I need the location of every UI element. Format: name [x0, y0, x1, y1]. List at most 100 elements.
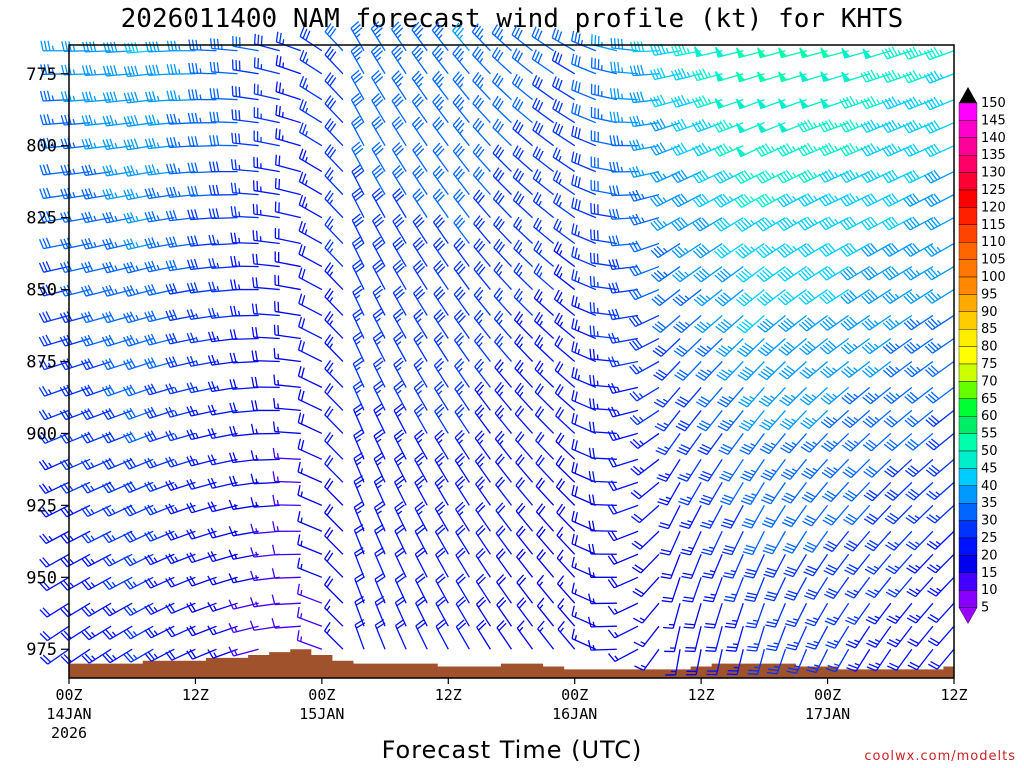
wind-barb: [454, 358, 470, 388]
barb-flag: [432, 70, 440, 80]
barb-flag: [803, 470, 813, 477]
barb-flag: [692, 174, 700, 184]
barb-half-flag: [855, 172, 860, 177]
barb-flag: [144, 285, 150, 296]
barb-flag: [536, 549, 544, 558]
barb-flag: [804, 366, 814, 375]
barb-shaft: [149, 409, 175, 419]
barb-shaft: [635, 314, 660, 328]
barb-flag: [637, 41, 641, 52]
barb-flag: [413, 331, 422, 340]
barb-flag: [324, 72, 332, 82]
barb-flag: [616, 88, 620, 99]
wind-barb: [491, 47, 512, 75]
barb-flag: [828, 316, 837, 325]
barb-flag: [776, 147, 784, 157]
wind-barb: [783, 553, 808, 578]
barb-flag: [657, 369, 668, 376]
barb-shaft: [552, 179, 576, 196]
barb-flag: [456, 335, 465, 344]
wind-barb: [165, 283, 196, 295]
barb-shaft: [571, 207, 597, 219]
barb-half-flag: [114, 215, 118, 221]
barb-flag: [234, 159, 237, 170]
barb-shaft: [514, 390, 534, 411]
barb-shaft: [455, 554, 470, 578]
barb-flag: [187, 162, 192, 173]
barb-flag: [612, 161, 617, 173]
wind-barb: [765, 625, 787, 652]
barb-flag: [818, 173, 826, 183]
barb-flag: [252, 203, 255, 215]
barb-flag: [144, 335, 150, 346]
wind-barb: [391, 116, 407, 147]
barb-shaft: [85, 314, 112, 324]
barb-flag: [629, 416, 638, 426]
barb-flag: [297, 461, 301, 473]
barb-shaft: [351, 122, 365, 147]
barb-flag: [455, 619, 465, 628]
barb-flag: [744, 366, 754, 374]
barb-flag: [740, 422, 751, 429]
barb-flag: [846, 392, 856, 401]
barb-flag: [691, 71, 698, 81]
barb-flag: [806, 267, 815, 276]
wind-barb: [275, 128, 301, 147]
barb-shaft: [571, 135, 597, 147]
barb-flag: [737, 197, 746, 207]
barb-shaft: [85, 73, 112, 77]
wind-barb: [275, 154, 301, 173]
barb-flag: [517, 172, 525, 183]
barb-flag: [498, 599, 507, 609]
barb-shaft: [635, 337, 660, 351]
wind-barb: [736, 314, 765, 334]
barb-flag: [391, 116, 401, 125]
barb-flag: [165, 578, 172, 588]
wind-barb: [755, 143, 786, 157]
barb-flag: [761, 171, 769, 181]
barb-flag: [326, 290, 334, 300]
wind-barb: [802, 504, 829, 527]
barb-shaft: [493, 318, 512, 339]
barb-flag: [674, 272, 684, 281]
barb-flag: [42, 335, 49, 346]
wind-barb: [695, 361, 723, 381]
barb-flag: [168, 356, 175, 367]
wind-barb: [165, 309, 196, 322]
wind-barb: [230, 206, 259, 219]
barb-shaft: [756, 626, 765, 652]
barb-half-flag: [51, 95, 55, 101]
barb-shaft: [492, 198, 512, 219]
wind-barb: [452, 45, 470, 75]
barb-shaft: [232, 530, 259, 537]
wind-barb: [351, 236, 365, 267]
barb-flag: [108, 334, 115, 345]
barb-flag: [329, 51, 337, 61]
barb-flag: [476, 384, 485, 393]
barb-flag: [228, 476, 234, 487]
barb-flag: [101, 433, 109, 444]
barb-shaft: [373, 507, 386, 532]
barb-half-flag: [616, 386, 621, 392]
barb-flag: [375, 122, 384, 130]
wind-barb: [371, 141, 386, 172]
barb-shaft: [571, 232, 597, 245]
barb-flag: [228, 499, 234, 510]
barb-shaft: [394, 530, 407, 555]
wind-barb: [491, 72, 512, 101]
barb-half-flag: [518, 626, 524, 632]
barb-flag: [800, 172, 808, 182]
barb-flag: [84, 556, 92, 566]
barb-flag: [126, 458, 133, 469]
barb-flag: [635, 338, 643, 348]
barb-flag: [680, 420, 690, 426]
barb-shaft: [775, 625, 787, 651]
barb-flag: [434, 403, 443, 412]
barb-flag: [821, 219, 830, 229]
barb-flag: [552, 192, 559, 203]
barb-flag: [720, 294, 729, 302]
wind-barb: [609, 111, 638, 124]
barb-shaft: [639, 504, 660, 524]
barb-shaft: [790, 481, 808, 504]
wind-barb: [799, 386, 829, 406]
